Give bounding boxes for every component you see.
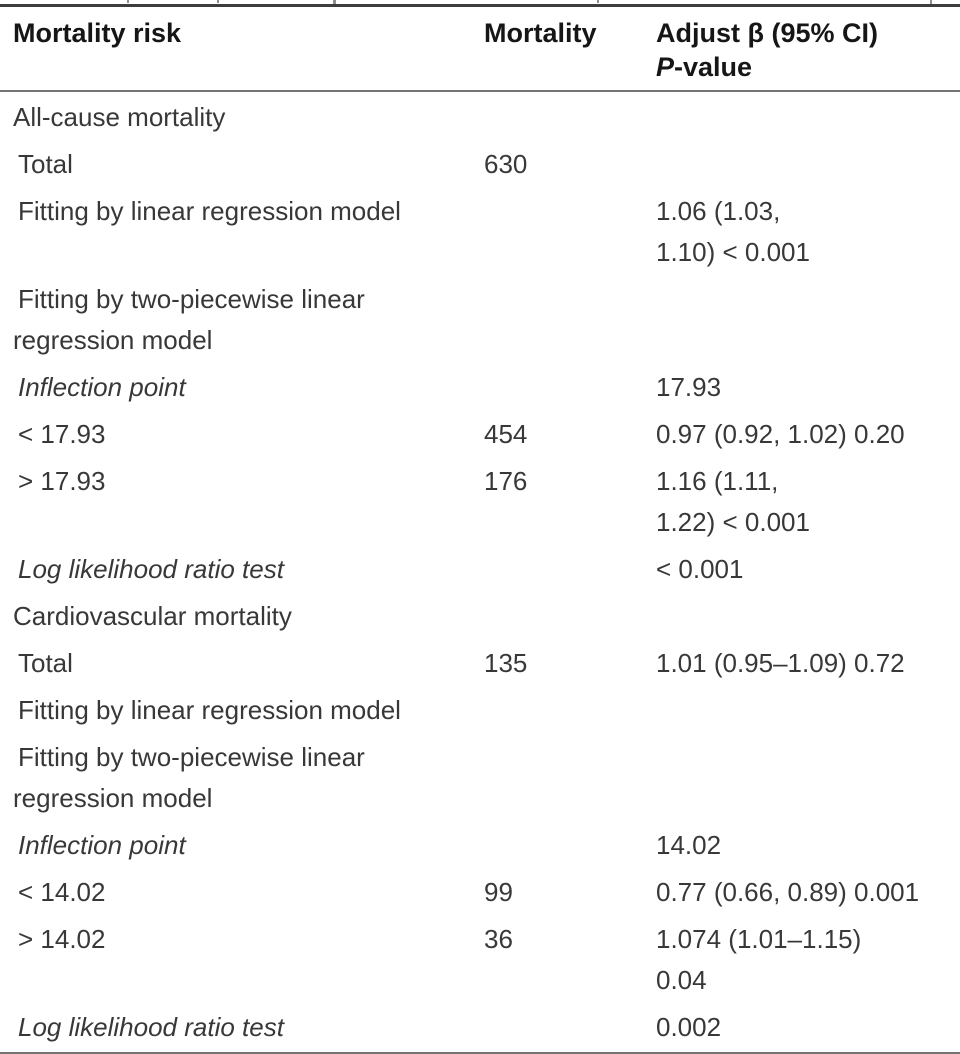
table-header: Mortality risk Mortality Adjust β (95% C… [0,7,960,92]
row-label: Fitting by linear regression model [18,196,401,226]
row-label: Inflection point [18,830,186,860]
value-cell: 0.97 (0.92, 1.02) 0.20 [656,419,905,449]
header-p-value-rest: -value [674,52,753,82]
header-adjust-beta-line1: Adjust β (95% CI) [656,18,878,48]
table-row: Fitting by linear regression model 1.06 … [0,186,960,274]
table-row: Log likelihood ratio test 0.002 [0,1002,960,1054]
table-row: < 14.02 99 0.77 (0.66, 0.89) 0.001 [0,867,960,914]
row-label: All-cause mortality [13,102,226,132]
table-row: > 14.02 36 1.074 (1.01–1.15) 0.04 [0,914,960,1002]
value-cell: 1.074 (1.01–1.15) 0.04 [656,924,862,995]
cropped-text-remnant [127,0,129,3]
table-row: All-cause mortality [0,91,960,139]
row-label: < 14.02 [18,877,106,907]
value-cell [655,139,960,186]
header-adjust-beta: Adjust β (95% CI) P-value [655,7,960,92]
row-label: Log likelihood ratio test [0,1002,483,1054]
header-row: Mortality risk Mortality Adjust β (95% C… [0,7,960,92]
table-row: Total 135 1.01 (0.95–1.09) 0.72 [0,638,960,685]
table-row: Fitting by two-piecewise linear regressi… [0,274,960,362]
mortality-cell [483,732,655,820]
row-label: Total [18,149,73,179]
mortality-cell: 176 [484,466,528,496]
table-row: Log likelihood ratio test < 0.001 [0,544,960,591]
mortality-cell [483,274,655,362]
mortality-cell: 99 [484,877,513,907]
header-p-italic: P [656,52,675,82]
row-label: > 14.02 [18,924,106,954]
row-label: Total [18,648,73,678]
table-row: Inflection point 17.93 [0,362,960,409]
mortality-cell [483,591,655,638]
value-cell: 0.77 (0.66, 0.89) 0.001 [656,877,920,907]
row-label: Cardiovascular mortality [13,601,292,631]
table-row: Total 630 [0,139,960,186]
row-label: Inflection point [18,372,186,402]
mortality-cell [483,544,655,591]
mortality-cell: 454 [484,419,528,449]
value-cell [655,732,960,820]
value-cell [655,274,960,362]
value-cell: 1.06 (1.03, 1.10) < 0.001 [656,196,810,267]
cropped-text-remnant [597,0,599,3]
row-label: > 17.93 [18,466,106,496]
table-row: Fitting by linear regression model [0,685,960,732]
value-cell: 17.93 [656,372,722,402]
row-label: Fitting by linear regression model [18,695,401,725]
mortality-cell [483,186,655,274]
mortality-risk-table: Mortality risk Mortality Adjust β (95% C… [0,7,960,1054]
mortality-cell: 135 [484,648,528,678]
value-cell: 0.002 [655,1002,960,1054]
table-row: < 17.93 454 0.97 (0.92, 1.02) 0.20 [0,409,960,456]
row-label: < 17.93 [18,419,106,449]
mortality-cell [483,1002,655,1054]
value-cell: < 0.001 [656,554,744,584]
table-body: All-cause mortality Total 630 Fitting by… [0,91,960,1054]
table-top-rule [0,4,960,7]
value-cell: 1.16 (1.11, 1.22) < 0.001 [656,466,810,537]
table-row: Cardiovascular mortality [0,591,960,638]
cropped-text-remnant [930,0,932,4]
mortality-cell [483,91,655,139]
mortality-cell [483,685,655,732]
mortality-cell: 630 [484,149,528,179]
header-mortality-risk: Mortality risk [0,7,483,92]
value-cell [655,91,960,139]
row-label: Fitting by two-piecewise linear regressi… [13,284,365,355]
row-label: Fitting by two-piecewise linear regressi… [13,742,365,813]
table-row: Inflection point 14.02 [0,820,960,867]
cropped-text-remnant [333,0,336,4]
cropped-text-remnant [217,0,219,3]
mortality-cell [483,362,655,409]
value-cell [655,591,960,638]
table-row: > 17.93 176 1.16 (1.11, 1.22) < 0.001 [0,456,960,544]
row-label: Log likelihood ratio test [18,554,284,584]
mortality-cell [483,820,655,867]
mortality-cell: 36 [484,924,513,954]
value-cell: 14.02 [656,830,722,860]
value-cell: 1.01 (0.95–1.09) 0.72 [656,648,905,678]
value-cell [655,685,960,732]
table-row: Fitting by two-piecewise linear regressi… [0,732,960,820]
header-mortality: Mortality [483,7,655,92]
